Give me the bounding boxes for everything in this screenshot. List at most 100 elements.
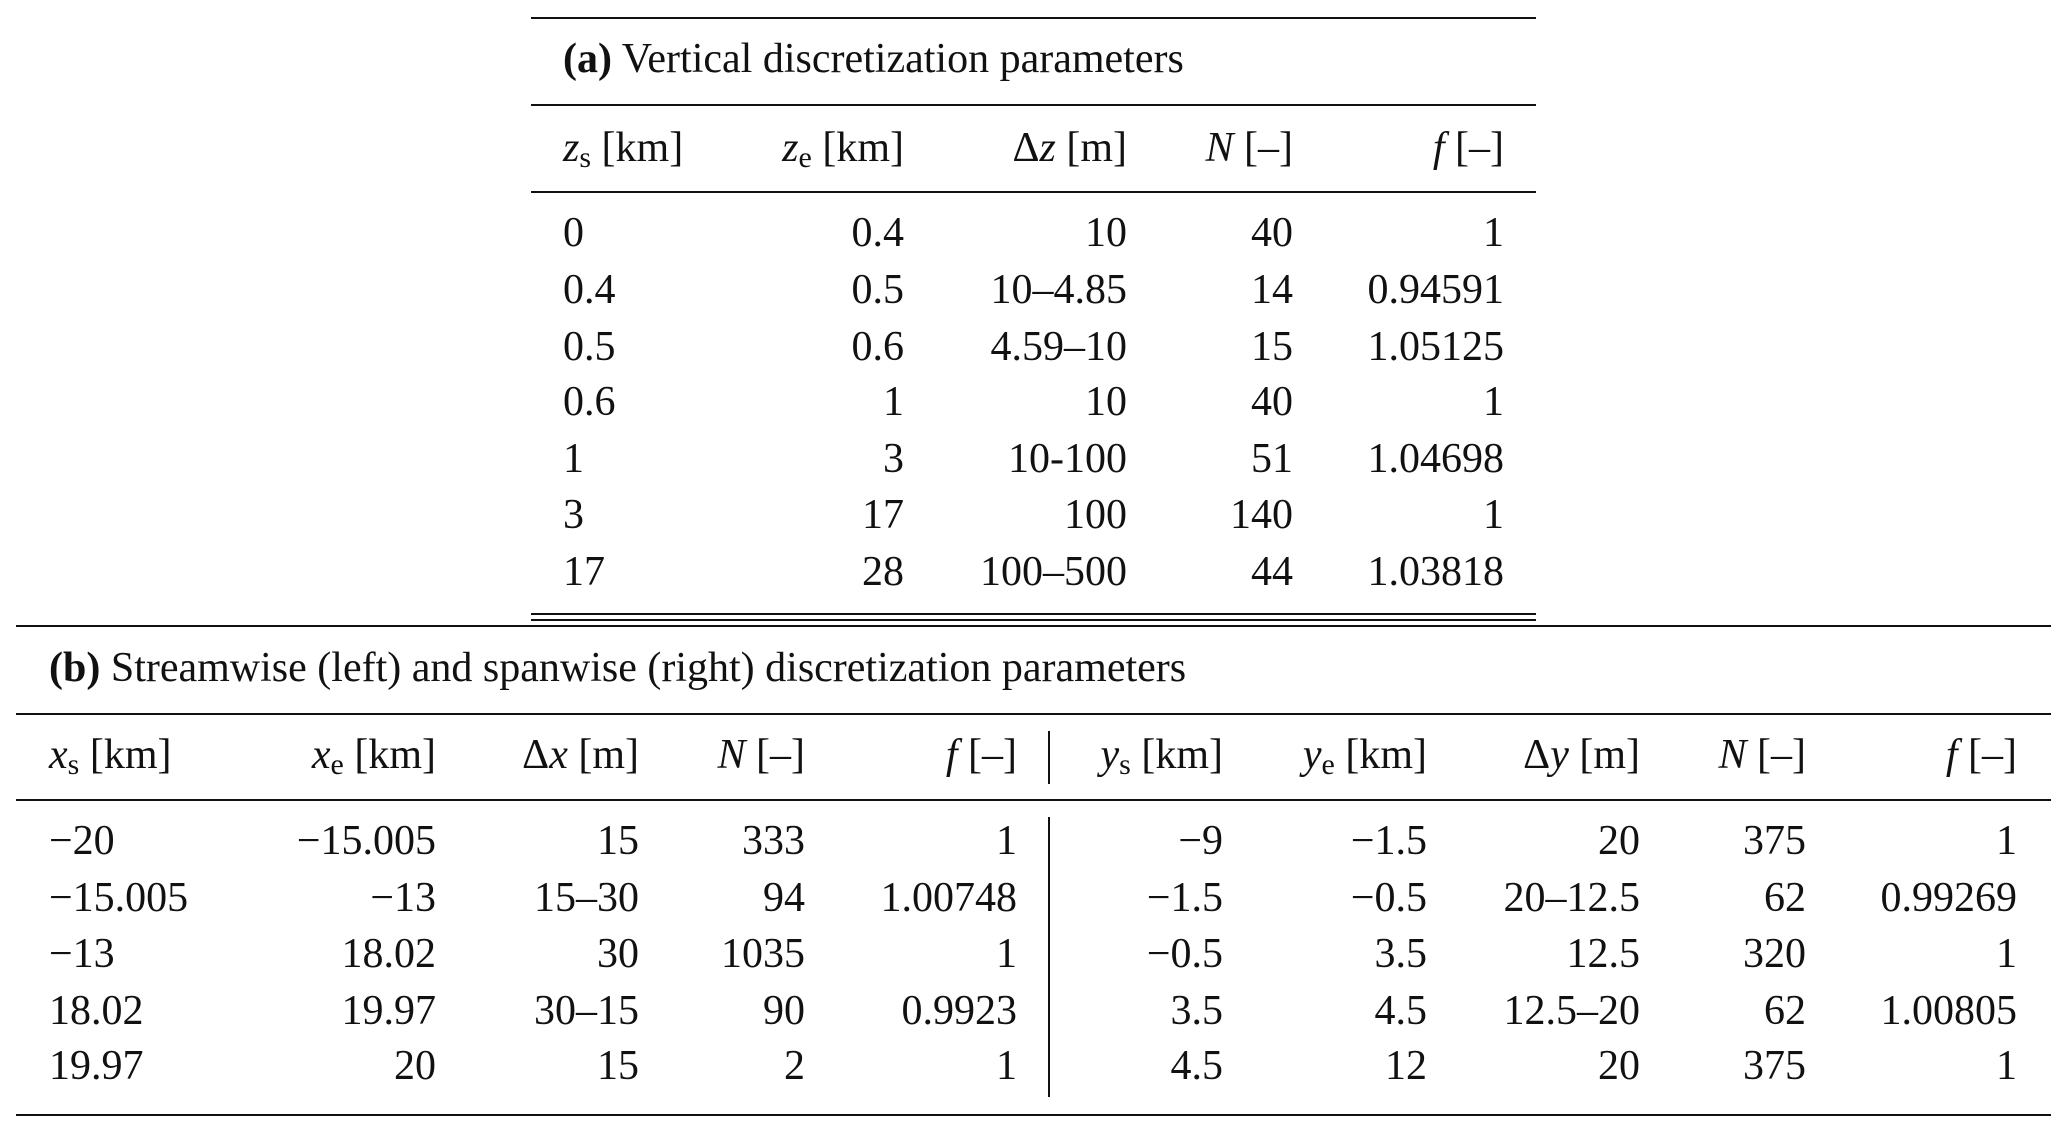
header-symbol: z — [782, 125, 799, 171]
header-symbol: N — [1718, 732, 1747, 778]
table-cell: 1 — [996, 1043, 1017, 1089]
table-cell: 12 — [1385, 1043, 1427, 1089]
table-cell: 12.5–20 — [1503, 988, 1641, 1034]
table-cell: 17 — [563, 549, 605, 595]
header-subscript: s — [67, 748, 80, 781]
column-header: Δy [m] — [1523, 734, 1640, 776]
table-cell: 1 — [1483, 379, 1504, 425]
table-cell: 19.97 — [341, 988, 437, 1034]
divider — [1048, 731, 1050, 784]
table-cell: 0.4 — [563, 267, 616, 313]
column-header: xe [km] — [312, 732, 436, 780]
table-cell: 1035 — [721, 931, 805, 977]
table-cell: 2 — [784, 1043, 805, 1089]
header-subscript: s — [1119, 748, 1131, 781]
table-cell: 140 — [1230, 492, 1293, 538]
rule — [531, 191, 1536, 193]
table-cell: 0.6 — [851, 324, 905, 370]
column-header: N [–] — [1206, 127, 1294, 169]
header-unit: [km] — [89, 732, 172, 778]
header-unit: [–] — [1968, 732, 2017, 778]
table-cell: 10 — [1085, 210, 1127, 256]
header-subscript: e — [330, 748, 344, 781]
table-cell: 51 — [1251, 436, 1293, 482]
caption-label: (b) — [49, 645, 101, 691]
column-header: f [–] — [946, 734, 1017, 776]
table-cell: −1.5 — [1146, 875, 1223, 921]
rule — [531, 613, 1536, 615]
table-cell: 62 — [1764, 875, 1806, 921]
table-cell: −0.5 — [1350, 875, 1427, 921]
table-cell: 1.00805 — [1880, 988, 2018, 1034]
column-header: Δx [m] — [522, 734, 639, 776]
column-header: Δz [m] — [1012, 127, 1127, 169]
header-prefix: Δ — [1012, 125, 1040, 171]
table-cell: 320 — [1743, 931, 1806, 977]
header-symbol: y — [1302, 732, 1322, 778]
column-header: ye [km] — [1302, 732, 1427, 780]
header-unit: [km] — [354, 732, 436, 778]
table-cell: 1 — [996, 818, 1017, 864]
header-symbol: x — [549, 732, 568, 778]
rule — [16, 799, 2051, 801]
table-cell: 1.04698 — [1367, 436, 1505, 482]
table-cell: 62 — [1764, 988, 1806, 1034]
rule — [16, 625, 2051, 627]
table-cell: −13 — [370, 875, 436, 921]
table-cell: 10-100 — [1008, 436, 1127, 482]
caption-text: Streamwise (left) and spanwise (right) d… — [110, 645, 1187, 691]
header-prefix: Δ — [522, 732, 550, 778]
table-cell: 94 — [763, 875, 805, 921]
table-cell: 40 — [1251, 210, 1293, 256]
table-cell: −13 — [49, 931, 115, 977]
table-cell: 4.5 — [1374, 988, 1428, 1034]
header-subscript: e — [798, 141, 812, 174]
table-cell: 18.02 — [49, 988, 144, 1034]
table-cell: 30–15 — [534, 988, 639, 1034]
rule — [16, 1114, 2051, 1116]
header-symbol: N — [1205, 125, 1234, 171]
table-cell: 333 — [742, 818, 805, 864]
header-unit: [km] — [1345, 732, 1427, 778]
header-symbol: y — [1550, 732, 1569, 778]
table-cell: 1 — [883, 379, 904, 425]
header-unit: [km] — [601, 125, 684, 171]
table-cell: 1 — [1996, 931, 2017, 977]
table-cell: 44 — [1251, 549, 1293, 595]
top-rule — [531, 17, 1536, 19]
header-prefix: Δ — [1523, 732, 1551, 778]
table-cell: −20 — [49, 818, 115, 864]
table-cell: 15 — [597, 1043, 639, 1089]
table-cell: 1.00748 — [880, 875, 1018, 921]
table-cell: −9 — [1178, 818, 1223, 864]
table-cell: 15 — [597, 818, 639, 864]
table-cell: 3.5 — [1170, 988, 1224, 1034]
table-cell: 4.59–10 — [990, 324, 1128, 370]
table-cell: 100 — [1064, 492, 1127, 538]
header-symbol: x — [49, 732, 68, 778]
table-cell: 1 — [1483, 210, 1504, 256]
table-cell: 1 — [996, 931, 1017, 977]
table-cell: 0.4 — [851, 210, 905, 256]
header-unit: [–] — [756, 732, 805, 778]
table-cell: 0.5 — [563, 324, 616, 370]
column-header: f [–] — [1433, 127, 1504, 169]
table-cell: 20–12.5 — [1503, 875, 1641, 921]
table-cell: −15.005 — [296, 818, 436, 864]
table-cell: −15.005 — [49, 875, 189, 921]
header-unit: [–] — [968, 732, 1017, 778]
header-unit: [m] — [1066, 125, 1127, 171]
rule — [16, 713, 2051, 715]
rule — [531, 619, 1536, 621]
header-symbol: f — [1432, 125, 1445, 171]
header-subscript: e — [1321, 748, 1335, 781]
header-unit: [m] — [578, 732, 639, 778]
table-cell: 1 — [1996, 818, 2017, 864]
header-symbol: f — [945, 732, 958, 778]
table-cell: 0.6 — [563, 379, 616, 425]
column-header: N [–] — [1719, 734, 1807, 776]
caption-text: Vertical discretization parameters — [621, 36, 1184, 82]
caption-label: (a) — [563, 36, 612, 82]
header-unit: [m] — [1579, 732, 1640, 778]
column-header: ze [km] — [782, 125, 904, 173]
